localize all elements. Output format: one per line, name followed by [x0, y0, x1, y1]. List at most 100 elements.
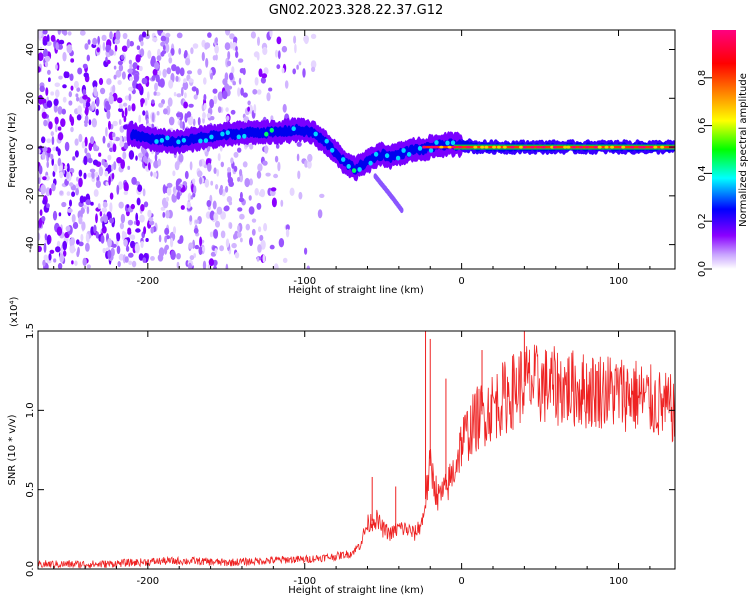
- noise-speck: [69, 73, 74, 81]
- noise-speck: [78, 241, 84, 247]
- ridge-band-peak: [480, 145, 485, 149]
- noise-speck: [50, 153, 54, 160]
- noise-speck: [66, 191, 71, 196]
- noise-speck: [85, 199, 92, 206]
- snr-ylabel: SNR (10 * v/v): [7, 414, 18, 485]
- noise-speck: [92, 80, 98, 89]
- noise-speck: [112, 120, 118, 127]
- ridge-band-peak: [572, 145, 576, 149]
- noise-speck: [72, 156, 76, 161]
- noise-speck: [124, 107, 128, 117]
- ridge-peak: [291, 126, 296, 132]
- ridge-peak: [269, 127, 274, 133]
- ridge-peak: [242, 133, 247, 139]
- noise-speck: [61, 108, 66, 115]
- noise-speck: [123, 190, 128, 196]
- noise-speck: [208, 258, 215, 267]
- noise-speck: [220, 230, 226, 239]
- noise-speck: [58, 75, 63, 80]
- noise-speck: [68, 91, 73, 98]
- noise-speck: [108, 120, 111, 130]
- noise-speck: [175, 66, 181, 75]
- noise-speck: [95, 180, 101, 189]
- noise-speck: [141, 77, 148, 85]
- noise-speck: [207, 162, 212, 172]
- noise-speck: [117, 60, 123, 66]
- noise-speck: [142, 257, 147, 263]
- noise-speck: [89, 168, 96, 173]
- noise-speck: [42, 259, 46, 267]
- noise-speck: [118, 103, 123, 109]
- noise-speck: [38, 245, 42, 253]
- noise-speck: [130, 234, 136, 240]
- noise-speck: [166, 182, 173, 188]
- noise-speck: [82, 63, 88, 69]
- noise-speck: [70, 85, 74, 91]
- noise-speck: [123, 142, 129, 150]
- noise-speck: [192, 43, 199, 49]
- noise-speck: [192, 178, 196, 184]
- noise-speck: [58, 212, 62, 217]
- noise-speck: [151, 99, 155, 105]
- noise-speck: [289, 187, 295, 196]
- noise-speck: [61, 201, 67, 208]
- noise-speck: [46, 41, 52, 47]
- ridge-peak: [176, 139, 181, 145]
- noise-speck: [222, 78, 228, 86]
- noise-speck: [64, 165, 68, 170]
- noise-speck: [237, 224, 240, 232]
- noise-speck: [97, 35, 100, 45]
- noise-speck: [70, 58, 75, 63]
- noise-speck: [102, 41, 106, 51]
- noise-speck: [98, 166, 104, 177]
- noise-speck: [179, 120, 183, 129]
- noise-speck: [237, 147, 242, 153]
- noise-speck: [138, 34, 144, 43]
- noise-speck: [317, 209, 323, 219]
- noise-speck: [92, 37, 98, 46]
- noise-speck: [51, 157, 54, 166]
- noise-speck: [59, 171, 64, 179]
- noise-speck: [258, 226, 262, 233]
- ridge-peak: [341, 157, 346, 162]
- noise-speck: [128, 252, 134, 258]
- noise-speck: [193, 227, 199, 234]
- noise-speck: [140, 98, 144, 108]
- noise-speck: [147, 50, 152, 59]
- ridge-band-peak: [593, 145, 598, 149]
- noise-speck: [225, 263, 229, 269]
- noise-speck: [238, 197, 245, 203]
- noise-speck: [135, 219, 140, 227]
- noise-speck: [185, 57, 191, 66]
- noise-speck: [39, 85, 45, 93]
- noise-speck: [181, 86, 184, 97]
- noise-speck: [176, 186, 182, 191]
- colorbar-ticks: 0.0 0.2 0.4 0.6 0.8: [697, 70, 712, 277]
- noise-speck: [46, 34, 50, 44]
- ridge-peak: [154, 139, 159, 144]
- noise-speck: [140, 40, 144, 47]
- noise-speck: [148, 162, 151, 171]
- noise-speck: [235, 46, 238, 52]
- noise-speck: [209, 98, 215, 109]
- noise-speck: [86, 264, 91, 269]
- noise-speck: [149, 220, 155, 226]
- ridge-band-peak: [653, 145, 658, 149]
- noise-speck: [138, 253, 144, 261]
- noise-speck: [228, 201, 233, 206]
- noise-speck: [57, 262, 63, 269]
- noise-speck: [303, 35, 309, 43]
- noise-speck: [150, 256, 155, 261]
- noise-speck: [170, 250, 176, 260]
- noise-speck: [62, 240, 67, 251]
- noise-speck: [156, 55, 162, 61]
- noise-speck: [237, 231, 242, 238]
- noise-speck: [189, 215, 193, 222]
- noise-speck: [277, 50, 281, 60]
- noise-speck: [176, 253, 181, 260]
- noise-speck: [180, 205, 185, 210]
- noise-speck: [38, 30, 42, 39]
- noise-speck: [84, 147, 88, 154]
- noise-speck: [304, 160, 309, 168]
- noise-speck: [277, 161, 281, 172]
